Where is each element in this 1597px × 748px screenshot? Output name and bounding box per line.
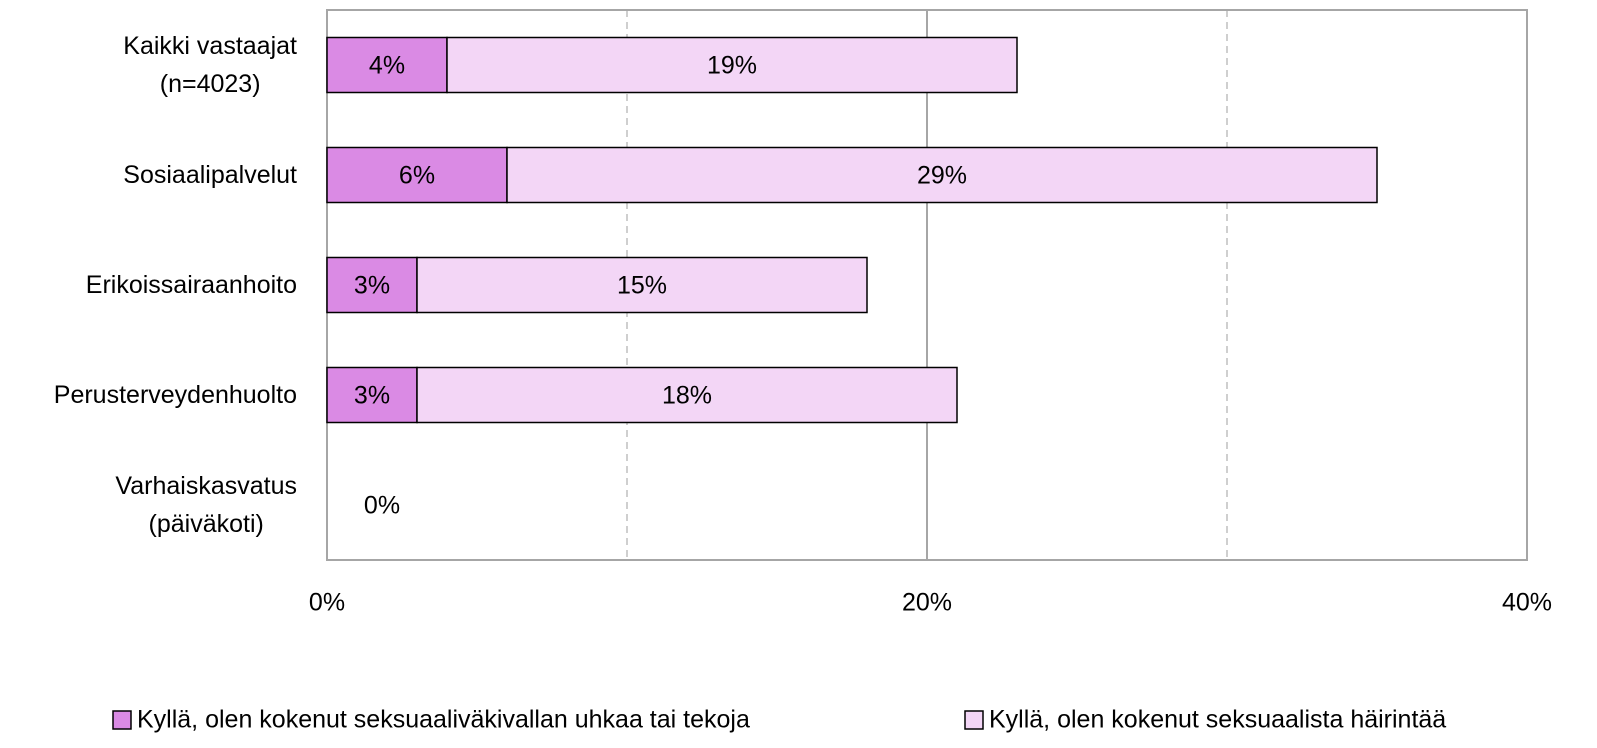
x-tick-label: 0% bbox=[309, 589, 345, 617]
data-label: 15% bbox=[617, 272, 667, 300]
bar-segment bbox=[326, 366, 418, 424]
y-tick-label: Erikoissairaanhoito bbox=[85, 271, 297, 299]
y-tick-label: Perusterveydenhuolto bbox=[53, 381, 297, 409]
data-label: 6% bbox=[399, 162, 435, 190]
bar-segment bbox=[446, 36, 1018, 94]
data-label: 29% bbox=[917, 162, 967, 190]
bar-segment bbox=[506, 146, 1378, 204]
y-tick-label: Varhaiskasvatus (päiväkoti) bbox=[115, 472, 297, 538]
data-label: 3% bbox=[354, 382, 390, 410]
bar-segment bbox=[416, 256, 868, 314]
data-label: 4% bbox=[369, 52, 405, 80]
x-tick-label: 20% bbox=[902, 589, 952, 617]
bar-segment bbox=[326, 146, 508, 204]
data-label: 3% bbox=[354, 272, 390, 300]
bar-segment bbox=[326, 256, 418, 314]
data-label: 0% bbox=[364, 492, 400, 520]
x-tick-label: 40% bbox=[1502, 589, 1552, 617]
legend-swatch bbox=[964, 710, 984, 730]
bar-segment bbox=[326, 36, 448, 94]
legend-label: Kyllä, olen kokenut seksuaaliväkivallan … bbox=[137, 706, 750, 734]
y-tick-label: Kaikki vastaajat (n=4023) bbox=[123, 32, 297, 98]
legend-label: Kyllä, olen kokenut seksuaalista häirint… bbox=[989, 706, 1446, 734]
data-label: 18% bbox=[662, 382, 712, 410]
legend-swatch bbox=[112, 710, 132, 730]
y-tick-label: Sosiaalipalvelut bbox=[123, 161, 297, 189]
data-label: 19% bbox=[707, 52, 757, 80]
bar-segment bbox=[416, 366, 958, 424]
